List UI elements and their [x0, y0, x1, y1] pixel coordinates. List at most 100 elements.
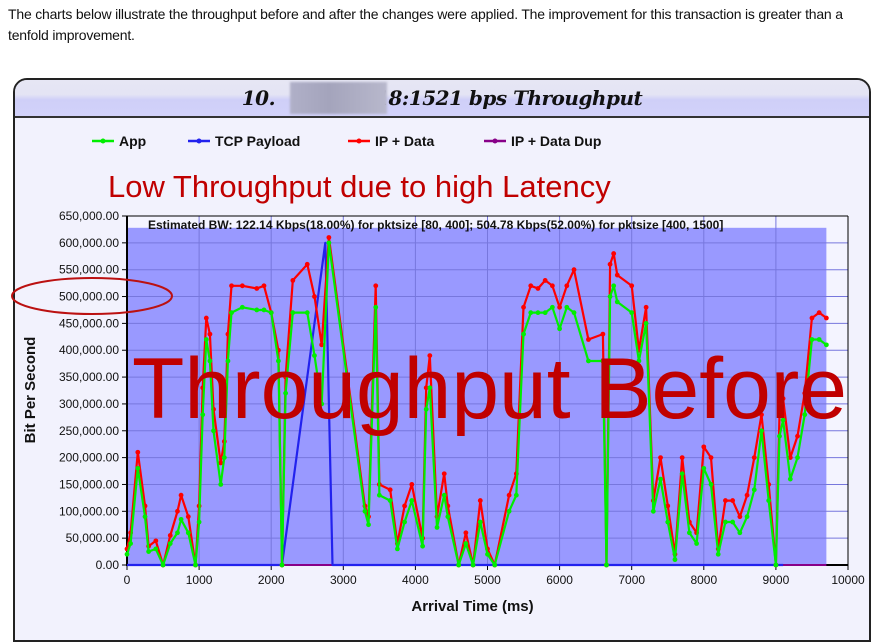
data-point — [178, 492, 184, 498]
data-point — [326, 240, 332, 246]
data-point — [463, 530, 469, 536]
legend-label: IP + Data Dup — [511, 133, 601, 149]
data-point — [643, 304, 649, 310]
data-point — [629, 310, 635, 316]
watermark-annotation: Throughput Before — [132, 341, 847, 437]
data-point — [427, 353, 433, 358]
data-point — [376, 492, 382, 498]
data-point — [387, 498, 393, 503]
data-point — [218, 460, 224, 466]
x-tick-label: 7000 — [618, 573, 645, 587]
y-tick-label: 400,000.00 — [59, 343, 119, 357]
data-point — [185, 530, 191, 536]
data-point — [723, 519, 728, 525]
data-point — [564, 283, 570, 289]
data-point — [124, 551, 130, 557]
data-point — [823, 342, 829, 348]
y-tick-label: 50,000.00 — [66, 531, 120, 545]
data-point — [611, 283, 617, 289]
data-point — [304, 261, 310, 267]
data-point — [751, 455, 757, 461]
data-point — [766, 498, 772, 503]
data-point — [528, 310, 534, 316]
data-point — [823, 315, 829, 321]
y-tick-label: 300,000.00 — [59, 397, 119, 411]
data-point — [485, 551, 490, 557]
data-point — [557, 326, 562, 332]
data-point — [175, 508, 180, 514]
legend-label: TCP Payload — [215, 133, 300, 149]
data-point — [795, 433, 800, 439]
data-point — [723, 498, 728, 503]
data-point — [809, 315, 815, 321]
data-point — [312, 353, 317, 358]
y-tick-label: 550,000.00 — [59, 263, 119, 277]
legend-label: IP + Data — [375, 133, 434, 149]
data-point — [394, 546, 400, 552]
data-point — [777, 412, 782, 418]
data-point — [207, 358, 213, 364]
data-point — [535, 286, 541, 291]
data-point — [200, 412, 206, 418]
data-point — [276, 358, 281, 364]
data-point — [254, 307, 260, 313]
data-point — [643, 320, 649, 326]
x-tick-label: 3000 — [330, 573, 357, 587]
data-point — [694, 541, 699, 546]
data-point — [492, 562, 498, 568]
data-point — [283, 390, 289, 396]
data-point — [773, 562, 779, 568]
data-point — [679, 455, 685, 461]
data-point — [261, 307, 267, 313]
chart-title-prefix: 10. — [241, 86, 276, 110]
y-tick-label: 100,000.00 — [59, 504, 119, 518]
data-point — [279, 562, 285, 568]
data-point — [759, 412, 764, 418]
x-axis-title: Arrival Time (ms) — [411, 598, 533, 615]
data-point — [549, 304, 555, 310]
data-point — [203, 337, 209, 342]
data-point — [600, 358, 606, 364]
bandwidth-estimate-label: Estimated BW: 122.14 Kbps(18.00%) for pk… — [148, 218, 723, 232]
data-point — [225, 358, 231, 364]
data-point — [434, 525, 440, 530]
headline-annotation: Low Throughput due to high Latency — [108, 169, 611, 204]
data-point — [167, 533, 173, 538]
data-point — [777, 433, 782, 439]
data-point — [319, 401, 325, 407]
data-point — [128, 541, 134, 546]
data-point — [193, 562, 198, 568]
data-point — [160, 562, 166, 568]
data-point — [636, 358, 642, 364]
data-point — [708, 482, 714, 487]
x-tick-label: 4000 — [402, 573, 429, 587]
data-point — [586, 337, 591, 342]
data-point — [614, 299, 620, 305]
y-tick-label: 200,000.00 — [59, 451, 119, 465]
data-point — [802, 412, 808, 418]
redacted-ip-block — [290, 82, 387, 114]
data-point — [521, 331, 526, 337]
data-point — [521, 304, 526, 310]
data-point — [586, 358, 591, 364]
data-point — [542, 278, 548, 283]
data-point — [571, 310, 577, 316]
legend-marker-icon — [100, 138, 106, 144]
data-point — [513, 492, 519, 498]
data-point — [326, 235, 332, 240]
series-line-app — [125, 241, 828, 567]
data-point — [387, 487, 393, 493]
data-point — [686, 530, 692, 536]
chart-title: 10. 18:1521 bps Throughput — [15, 86, 869, 110]
data-point — [153, 546, 159, 552]
x-tick-label: 2000 — [258, 573, 285, 587]
data-point — [175, 530, 180, 536]
data-point — [600, 331, 606, 337]
x-tick-label: 5000 — [474, 573, 501, 587]
data-point — [809, 337, 815, 342]
highlight-ellipse — [11, 277, 173, 315]
data-point — [373, 304, 379, 310]
data-point — [614, 272, 620, 278]
data-point — [196, 519, 202, 525]
data-point — [445, 514, 451, 520]
